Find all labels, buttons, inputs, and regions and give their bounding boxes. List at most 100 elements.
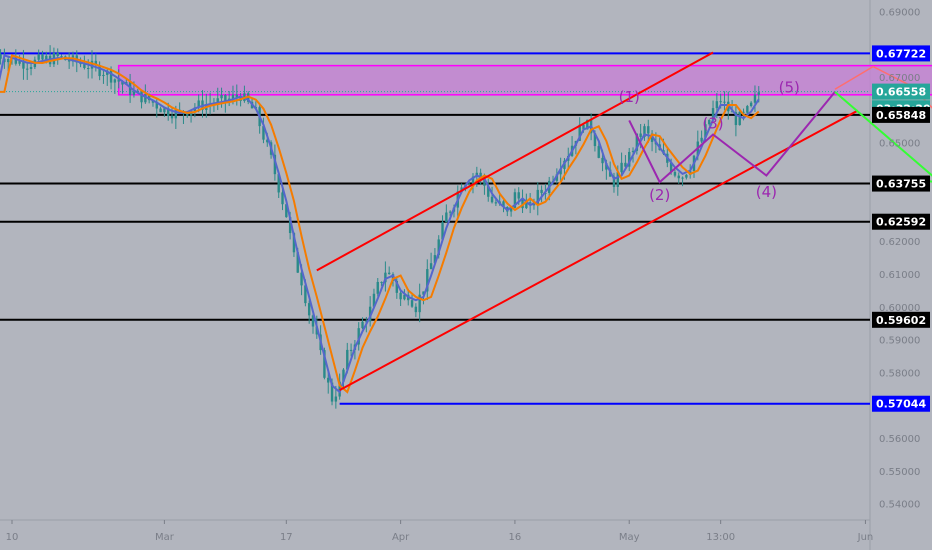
candle-body	[300, 272, 303, 286]
elliott-wave-path[interactable]	[628, 91, 836, 184]
candle-body	[700, 137, 703, 142]
candle-body	[266, 139, 269, 143]
price-axis-tick-label: 0.59000	[879, 336, 920, 347]
price-tag-box	[872, 106, 930, 123]
candle-body	[83, 64, 86, 69]
candle-body	[422, 291, 425, 295]
candle-body	[109, 70, 113, 83]
candle-body	[6, 58, 10, 63]
candle-body	[174, 109, 178, 119]
candle-body	[113, 79, 117, 83]
candle-body	[307, 303, 311, 316]
candle-body	[163, 108, 166, 113]
supply-zone-rectangle[interactable]	[117, 64, 932, 96]
candle-body	[387, 272, 391, 275]
time-axis-tick-label: Mar	[155, 532, 175, 543]
candle-body	[635, 133, 639, 151]
candle-body	[711, 108, 715, 120]
candle-body	[521, 198, 524, 209]
candle-body	[605, 163, 608, 170]
time-axis-tick-label: 17	[280, 532, 293, 543]
candle-body	[315, 326, 318, 335]
candle-body	[368, 306, 372, 322]
candle-body	[26, 68, 29, 70]
candle-body	[578, 124, 581, 141]
candle-body	[155, 102, 158, 109]
candle-body	[37, 54, 40, 60]
candle-body	[620, 162, 623, 173]
candle-body	[749, 102, 753, 107]
candle-body	[41, 54, 44, 60]
candle-body	[346, 349, 349, 370]
candle-body	[296, 252, 299, 273]
price-tag-label: 0.57044	[876, 398, 926, 411]
moving-average-slow	[0, 54, 760, 394]
candle-body	[502, 201, 505, 207]
price-axis-tick-label: 0.67000	[879, 73, 920, 84]
time-axis-background[interactable]	[0, 520, 870, 550]
candle-body	[410, 300, 414, 307]
candle-body	[685, 174, 688, 178]
candle-body	[597, 146, 600, 158]
candle-body	[448, 211, 452, 213]
candle-body	[235, 94, 238, 98]
time-axis-tick-label: 13:00	[706, 532, 735, 543]
channel-lower-line[interactable]	[339, 109, 859, 391]
candle-body	[140, 90, 143, 103]
candle-body	[132, 91, 136, 95]
candle-body	[483, 176, 486, 186]
candle-body	[730, 111, 734, 113]
price-tag-box	[872, 83, 930, 100]
wave-label: (3)	[702, 115, 723, 133]
time-axis-tick-label: 10	[6, 532, 19, 543]
candle-body	[742, 111, 745, 113]
candle-body	[471, 176, 475, 184]
candle-body	[311, 315, 315, 327]
price-tag-box	[872, 175, 930, 192]
candle-body	[167, 108, 170, 117]
candle-body	[94, 60, 98, 66]
candle-body	[3, 58, 6, 63]
candle-body	[197, 100, 200, 108]
projection-red-arrow[interactable]	[834, 65, 932, 147]
candle-body	[403, 294, 406, 300]
candle-body	[87, 68, 90, 70]
candle-body	[715, 101, 719, 109]
candle-body	[288, 217, 292, 234]
candle-body	[631, 150, 635, 152]
candle-body	[60, 56, 63, 58]
candle-body	[399, 292, 402, 300]
candle-body	[753, 94, 757, 103]
candle-body	[643, 126, 646, 137]
candle-body	[616, 172, 619, 187]
wave-label: (1)	[619, 88, 640, 106]
candle-body	[647, 126, 650, 134]
price-axis-tick-label: 0.60000	[879, 303, 920, 314]
price-axis-tick-label: 0.69000	[879, 7, 920, 18]
candle-body	[147, 94, 151, 101]
candle-body	[517, 192, 520, 199]
price-tag-box	[872, 311, 930, 328]
candle-body	[18, 60, 21, 64]
candle-body	[121, 81, 124, 85]
candle-body	[582, 124, 585, 130]
price-tag-box	[872, 45, 930, 62]
candle-body	[669, 162, 673, 172]
candle-body	[555, 174, 559, 181]
price-tag-box	[872, 213, 930, 230]
candle-body	[304, 285, 307, 304]
candle-body	[285, 204, 288, 218]
candle-body	[494, 202, 498, 204]
candle-body	[528, 202, 532, 204]
price-axis-tick-label: 0.56000	[879, 434, 920, 445]
price-axis-tick-label: 0.55000	[879, 467, 920, 478]
candle-body	[376, 281, 379, 294]
projection-green-arrow[interactable]	[834, 91, 932, 184]
price-axis-tick-label: 0.61000	[879, 270, 920, 281]
candle-body	[159, 108, 162, 113]
candle-body	[559, 168, 562, 175]
candle-body	[536, 189, 539, 206]
candle-body	[102, 74, 105, 77]
channel-upper-line[interactable]	[316, 51, 714, 272]
